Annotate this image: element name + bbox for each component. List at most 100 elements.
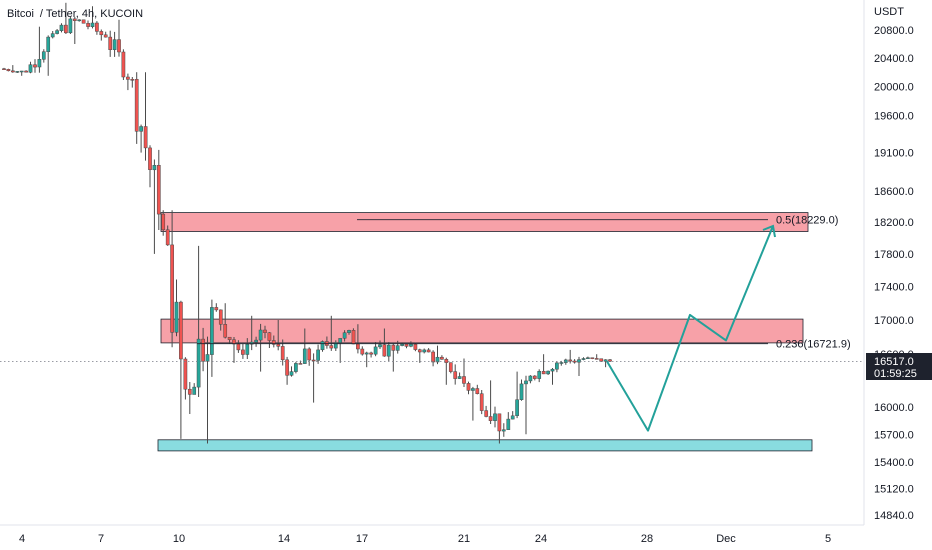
candle-body (258, 329, 263, 341)
candle-body (307, 348, 312, 361)
candle (183, 357, 188, 400)
x-tick-label: Dec (716, 533, 736, 545)
candle (267, 332, 272, 348)
symbol-name: Bitcoi (7, 8, 34, 20)
candle-body (90, 22, 95, 27)
candle-body (156, 165, 161, 215)
symbol-details: / Tether, 4h, KUCOIN (40, 8, 143, 20)
candle-body (192, 386, 197, 395)
candle (196, 245, 201, 397)
candle (506, 412, 511, 430)
candle-body (196, 338, 201, 388)
candle (320, 340, 325, 352)
candle-body (550, 368, 555, 372)
candle (117, 19, 121, 57)
candle-body (99, 31, 104, 36)
y-tick-label: 18600.0 (874, 186, 914, 198)
candle (81, 19, 86, 24)
candle (524, 375, 528, 435)
candle (143, 72, 148, 161)
candle (369, 351, 373, 358)
y-tick-label: 19600.0 (874, 111, 914, 123)
candle-body (532, 375, 537, 379)
zone-support (157, 439, 813, 452)
candle-body (400, 343, 404, 346)
candle-body (187, 388, 192, 395)
y-tick-label: 17800.0 (874, 249, 914, 261)
candle (537, 369, 542, 383)
candle-body (608, 359, 612, 362)
candle-body (395, 345, 400, 351)
candle (103, 31, 108, 38)
candles-layer (2, 2, 612, 444)
candle (218, 309, 223, 331)
candle (364, 351, 369, 368)
candle-body (183, 358, 188, 390)
candle-body (568, 359, 573, 362)
candle-body (11, 70, 15, 73)
y-tick-label: 20000.0 (874, 82, 914, 94)
candle (342, 330, 347, 342)
candle (64, 2, 68, 34)
candle (532, 375, 537, 381)
candle (201, 327, 205, 372)
candle (33, 59, 37, 73)
zone-resistance-lower (160, 318, 804, 344)
candle-body (130, 79, 135, 81)
projection-path (606, 225, 774, 432)
candle-body (179, 301, 183, 360)
candle-body (271, 340, 276, 345)
candle-body (285, 359, 289, 376)
candle-body (413, 343, 418, 350)
candle-body (6, 69, 11, 72)
candle (528, 375, 533, 384)
candle-body (205, 354, 210, 362)
candle-body (373, 346, 378, 355)
candle (471, 386, 475, 421)
candle (351, 328, 356, 345)
candle-body (316, 349, 320, 361)
candle (497, 413, 502, 444)
candle (254, 336, 258, 347)
candle (603, 359, 608, 368)
candle-body (117, 39, 121, 53)
candle (594, 354, 599, 360)
candle (59, 23, 64, 33)
candle-body (24, 70, 28, 73)
candle-body (497, 413, 502, 432)
candle (417, 348, 422, 363)
projection-arrowhead (762, 224, 776, 238)
candle-body (33, 64, 37, 68)
candle-body (81, 19, 86, 24)
candle-body (426, 349, 431, 353)
candle-body (214, 307, 219, 311)
candle (170, 210, 174, 348)
candle-body (161, 213, 166, 231)
candle-body (594, 358, 599, 360)
candle (205, 336, 210, 444)
candle-body (267, 332, 272, 341)
candle (210, 299, 214, 377)
candle (148, 145, 152, 188)
candle-body (586, 357, 590, 359)
zone-resistance-upper (160, 212, 809, 232)
candle (24, 70, 28, 73)
x-tick-label: 24 (535, 533, 547, 545)
candle-body (404, 343, 409, 347)
candle-body (41, 51, 46, 60)
candle (453, 364, 458, 385)
candle-body (364, 352, 369, 355)
candle-body (342, 332, 347, 339)
candle-body (488, 416, 493, 421)
candle (121, 49, 126, 80)
candle (90, 6, 95, 29)
candle-body (471, 388, 475, 391)
candle-body (333, 342, 338, 349)
candle-body (462, 376, 466, 384)
candle-body (55, 30, 59, 34)
candle-body (126, 76, 130, 80)
candle (130, 77, 135, 88)
candle (152, 159, 157, 254)
candle-body (524, 380, 528, 385)
